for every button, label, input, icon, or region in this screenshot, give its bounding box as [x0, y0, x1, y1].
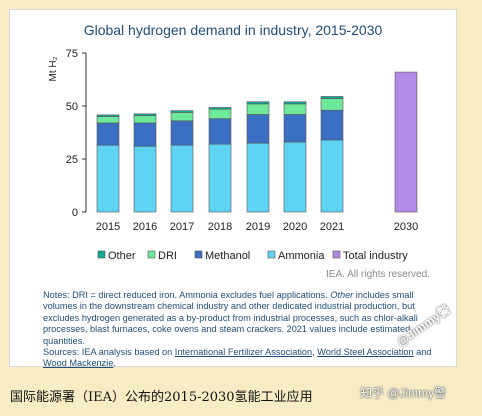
bar-other-2016	[133, 113, 157, 116]
image-caption: 国际能源署（IEA）公布的2015-2030氢能工业应用	[10, 390, 313, 405]
legend-swatch-methanol	[194, 250, 203, 259]
y-tick-label: 0	[72, 207, 78, 219]
bar-dri-2018	[208, 108, 232, 120]
bar-methanol-2015	[96, 122, 120, 146]
sources-sep: ,	[312, 347, 318, 358]
wsa-link[interactable]: World Steel Association	[317, 347, 414, 358]
notes-text: Notes: DRI = direct reduced iron. Ammoni…	[43, 290, 437, 370]
x-tick-label: 2016	[133, 221, 157, 233]
legend-label-total-industry: Total industry	[343, 250, 408, 262]
x-tick-labels: 2015 2016 2017 2018 2019 2020 2021 2030	[96, 221, 418, 233]
rights-text: IEA. All rights reserved.	[326, 269, 430, 280]
x-tick-label: 2030	[394, 221, 418, 233]
bar-other-2020	[283, 101, 307, 105]
y-tick-label: 75	[66, 48, 78, 60]
chart-title: Global hydrogen demand in industry, 2015…	[83, 22, 383, 38]
sources-and: and	[413, 347, 432, 358]
x-tick-label: 2015	[96, 221, 120, 233]
bar-ammonia-2016	[133, 145, 157, 213]
bar-methanol-2018	[208, 118, 232, 145]
notes-other-italic: Other	[330, 290, 354, 300]
bar-other-2019	[246, 101, 270, 105]
bar-dri-2017	[170, 112, 194, 122]
bar-methanol-2017	[170, 120, 194, 146]
chart-axes: 0 25 50 75 Mt H₂	[48, 48, 87, 219]
notes-part1: Notes: DRI = direct reduced iron. Ammoni…	[43, 290, 331, 300]
x-tick-label: 2019	[246, 221, 270, 233]
chart-panel: Global hydrogen demand in industry, 2015…	[9, 9, 457, 370]
legend-swatch-dri	[147, 250, 156, 259]
bar-total-industry-2030	[394, 71, 418, 213]
bar-ammonia-2015	[96, 144, 120, 213]
legend-label-ammonia: Ammonia	[278, 250, 325, 262]
bar-ammonia-2021	[320, 139, 344, 213]
bar-methanol-2019	[246, 114, 270, 144]
bar-methanol-2021	[320, 109, 344, 141]
bar-dri-2019	[246, 103, 270, 115]
bar-other-2015	[96, 114, 120, 117]
x-tick-label: 2017	[170, 221, 194, 233]
legend-swatch-total-industry	[332, 250, 341, 259]
bar-dri-2021	[320, 98, 344, 111]
bar-ammonia-2020	[283, 141, 307, 213]
bar-dri-2016	[133, 115, 157, 124]
y-axis-label: Mt H₂	[48, 56, 59, 81]
legend-label-methanol: Methanol	[205, 250, 250, 262]
notes-part2: includes small volumes in the downstream…	[43, 290, 418, 346]
bar-ammonia-2018	[208, 143, 232, 213]
bar-ammonia-2019	[246, 142, 270, 213]
x-tick-label: 2021	[320, 221, 344, 233]
y-tick-label: 50	[66, 101, 78, 113]
sources-prefix: Sources: IEA analysis based on	[43, 347, 175, 358]
watermark: 知乎 @Jimmy警	[360, 386, 447, 400]
ifa-link[interactable]: International Fertilizer Association	[174, 347, 313, 358]
legend-swatch-ammonia	[267, 250, 276, 259]
bar-dri-2020	[283, 103, 307, 115]
x-tick-label: 2018	[208, 221, 232, 233]
chart-bars	[96, 71, 418, 213]
chart-legend: Other DRI Methanol Ammonia Total industry	[97, 250, 408, 262]
chart-svg: 0 25 50 75 Mt H₂ 2015 2016 2017 2018 2019 2020 202…	[48, 48, 418, 262]
legend-label-dri: DRI	[158, 250, 177, 262]
y-tick-label: 25	[66, 154, 78, 166]
bar-ammonia-2017	[170, 144, 194, 213]
x-tick-label: 2020	[283, 221, 307, 233]
wood-mackenzie-link[interactable]: Wood Mackenzie	[43, 358, 114, 369]
bar-other-2017	[170, 110, 194, 113]
legend-label-other: Other	[108, 250, 136, 262]
bar-other-2021	[320, 96, 344, 99]
bar-methanol-2020	[283, 114, 307, 143]
bar-methanol-2016	[133, 122, 157, 147]
bar-other-2018	[208, 107, 232, 110]
bar-dri-2015	[96, 116, 120, 124]
legend-swatch-other	[97, 250, 106, 259]
sources-end: .	[113, 358, 116, 369]
